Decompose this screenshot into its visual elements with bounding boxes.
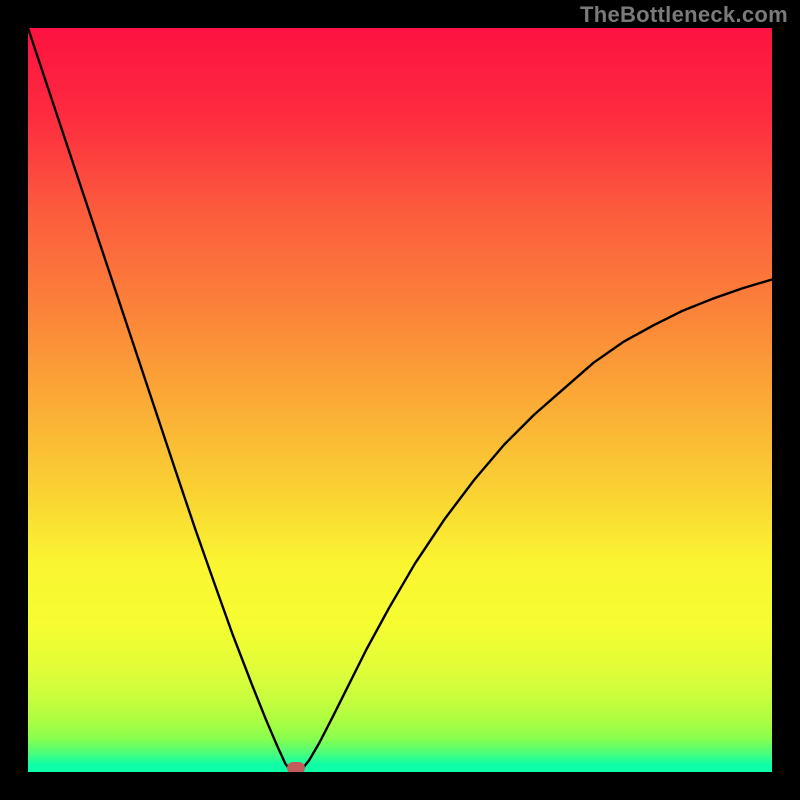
curve-path <box>28 28 772 772</box>
watermark-text: TheBottleneck.com <box>580 2 788 28</box>
bottleneck-curve <box>28 28 772 772</box>
plot-area <box>28 28 772 772</box>
chart-frame: TheBottleneck.com <box>0 0 800 800</box>
optimum-marker <box>287 762 305 772</box>
